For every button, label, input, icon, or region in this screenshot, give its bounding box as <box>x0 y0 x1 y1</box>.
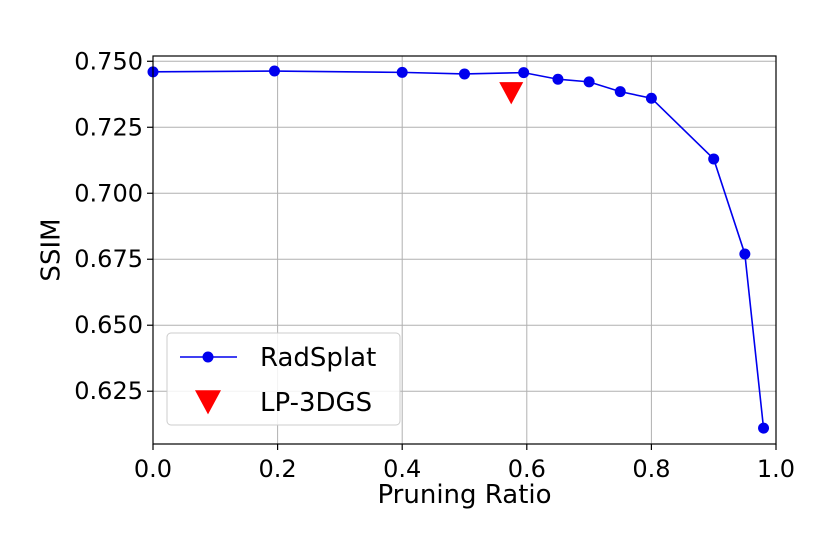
data-point-radsplat <box>739 248 751 260</box>
x-tick-label: 0.4 <box>383 455 421 483</box>
x-tick-label: 0.6 <box>508 455 546 483</box>
data-point-radsplat <box>268 65 280 77</box>
x-tick-label: 0.0 <box>134 455 172 483</box>
y-axis-label: SSIM <box>37 218 67 281</box>
legend-label-radsplat: RadSplat <box>260 343 376 373</box>
data-point-radsplat <box>645 92 657 104</box>
data-point-radsplat <box>459 68 470 80</box>
legend: RadSplat LP-3DGS <box>166 332 401 426</box>
y-tick-label: 0.700 <box>74 179 143 207</box>
legend-marker-lp-3dgs <box>195 390 221 415</box>
legend-label-lp-3dgs: LP-3DGS <box>260 388 372 418</box>
legend-marker-radsplat <box>202 351 214 363</box>
data-point-radsplat <box>518 67 530 79</box>
x-axis-label: Pruning Ratio <box>377 480 551 510</box>
data-point-radsplat <box>583 76 595 88</box>
tick-layer: 0.0 0.2 0.4 0.6 0.8 1.0 0.625 0.650 0.675 0.700 0.… <box>74 47 795 483</box>
series-line-radsplat <box>152 70 765 429</box>
legend-box <box>166 332 401 426</box>
data-point-radsplat <box>708 153 720 165</box>
x-tick-label: 0.8 <box>632 455 670 483</box>
data-point-lp-3dgs <box>499 82 524 105</box>
x-tick-label: 1.0 <box>757 455 795 483</box>
y-tick-label: 0.750 <box>74 47 143 75</box>
data-point-radsplat <box>552 73 564 85</box>
y-tick-label: 0.625 <box>74 377 143 405</box>
data-point-radsplat <box>396 66 408 78</box>
y-tick-label: 0.725 <box>74 113 143 141</box>
data-point-radsplat <box>614 86 626 98</box>
data-point-radsplat <box>758 422 770 434</box>
y-tick-label: 0.675 <box>74 245 143 273</box>
x-tick-label: 0.2 <box>259 455 297 483</box>
series-layer <box>147 65 770 434</box>
plot-frame <box>152 55 777 445</box>
y-tick-label: 0.650 <box>74 311 143 339</box>
